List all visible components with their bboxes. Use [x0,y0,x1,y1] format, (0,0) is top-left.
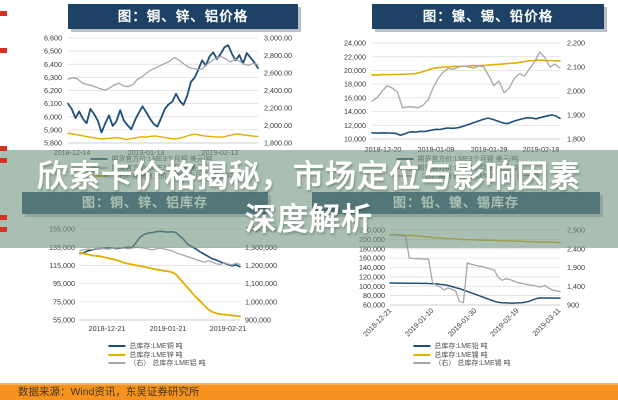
svg-text:160,000: 160,000 [359,254,385,263]
svg-text:2,400.00: 2,400.00 [264,86,292,95]
svg-text:2019-01-29: 2019-01-29 [471,145,508,154]
svg-text:5,900: 5,900 [44,125,62,134]
svg-text:1,900: 1,900 [567,111,585,120]
red-bullet-mark [0,227,7,232]
svg-text:140,000: 140,000 [359,263,385,272]
svg-text:6,200: 6,200 [44,86,62,95]
svg-text:10,000: 10,000 [344,135,366,144]
svg-text:6,100: 6,100 [44,99,62,108]
svg-text:180,000: 180,000 [359,244,385,253]
svg-text:3,000.00: 3,000.00 [264,34,292,43]
legend-row: （右） 总库存:LME铝 吨 [108,359,206,368]
svg-text:20,000: 20,000 [344,66,366,75]
svg-text:5,800: 5,800 [44,139,62,148]
legend-br: 总库存:LME铅 吨总库存:LME镍 吨（右） 总库存:LME锡 吨 [413,342,511,368]
red-bullet-mark [0,215,7,220]
svg-text:2019-02-18: 2019-02-18 [523,145,560,154]
red-bullet-mark [0,48,7,53]
svg-text:1,200,000: 1,200,000 [245,261,277,270]
svg-text:115,000: 115,000 [50,261,75,270]
svg-text:2,100: 2,100 [567,63,585,72]
svg-text:12,000: 12,000 [344,121,366,130]
svg-text:2018-12-21: 2018-12-21 [361,306,393,338]
svg-text:2019-01-30: 2019-01-30 [446,306,478,338]
svg-text:2018-12-21: 2018-12-21 [89,324,126,333]
legend-line-swatch [108,362,126,365]
legend-line-swatch [108,345,126,348]
svg-text:6,300: 6,300 [44,73,62,82]
legend-row: 总库存:LME锌 吨 [108,351,205,360]
headline-line-1: 欣索卡价格揭秘，市场定位与影响因素 [37,159,581,194]
svg-text:2,200: 2,200 [567,39,585,48]
svg-text:6,400: 6,400 [44,60,62,69]
legend-row: 总库存:LME铅 吨 [413,342,510,351]
headline-overlay: 欣索卡价格揭秘，市场定位与影响因素 深度解析 [0,150,618,248]
svg-text:1,400: 1,400 [567,282,585,291]
legend-line-swatch [413,362,431,365]
headline-line-2: 深度解析 [245,202,373,237]
svg-text:2019-02-21: 2019-02-21 [210,324,247,333]
legend-row: 总库存:LME铜 吨 [108,342,205,351]
legend-bl: 总库存:LME铜 吨总库存:LME锌 吨（右） 总库存:LME铝 吨 [108,342,206,368]
svg-text:1,800.00: 1,800.00 [264,139,292,148]
legend-label: （右） 总库存:LME锡 吨 [434,360,511,368]
svg-text:2,400: 2,400 [567,244,585,253]
data-source-bar: 数据来源：Wind资讯，东吴证券研究所 [0,383,618,400]
svg-text:95,000: 95,000 [53,279,75,288]
svg-text:2,000.00: 2,000.00 [264,121,292,130]
svg-text:18,000: 18,000 [344,80,366,89]
title-bar-price-cu-zn-al: 图：铜、锌、铝价格 [68,4,298,29]
legend-label: 总库存:LME铜 吨 [129,343,183,351]
svg-text:2019-01-09: 2019-01-09 [418,145,455,154]
svg-text:22,000: 22,000 [344,52,366,61]
svg-text:900: 900 [567,301,579,310]
svg-text:75,000: 75,000 [53,297,75,306]
legend-label: 总库存:LME锌 吨 [129,351,183,359]
legend-label: 总库存:LME镍 吨 [434,351,488,359]
svg-text:2019-01-21: 2019-01-21 [150,324,187,333]
svg-text:900,000: 900,000 [245,316,271,325]
svg-text:55,000: 55,000 [53,316,75,325]
legend-line-swatch [108,353,126,356]
svg-text:1,900: 1,900 [567,263,585,272]
svg-text:2,800.00: 2,800.00 [264,51,292,60]
red-bullet-mark [0,146,7,151]
svg-text:2,600.00: 2,600.00 [264,69,292,78]
title-bar-price-ni-sn-pb: 图：镍、锡、铅价格 [372,4,604,29]
legend-row: 总库存:LME镍 吨 [413,351,510,360]
svg-text:1,000,000: 1,000,000 [245,297,277,306]
legend-line-swatch [413,345,431,348]
red-bullet-mark [0,158,7,163]
svg-text:6,600: 6,600 [44,34,62,43]
svg-text:2019-02-19: 2019-02-19 [488,306,520,338]
svg-text:16,000: 16,000 [344,93,366,102]
svg-text:6,000: 6,000 [44,112,62,121]
svg-text:100,000: 100,000 [359,282,385,291]
legend-label: 总库存:LME铅 吨 [434,343,488,351]
legend-row: （右） 总库存:LME锡 吨 [413,359,511,368]
svg-text:14,000: 14,000 [344,107,366,116]
svg-text:1,800: 1,800 [567,135,585,144]
svg-text:1,100,000: 1,100,000 [245,279,277,288]
svg-text:2019-03-11: 2019-03-11 [530,306,562,338]
svg-text:60,000: 60,000 [363,301,385,310]
svg-text:2,000: 2,000 [567,87,585,96]
svg-text:2019-01-10: 2019-01-10 [403,306,435,338]
data-source-text: 数据来源：Wind资讯，东吴证券研究所 [18,386,200,398]
svg-text:2018-12-20: 2018-12-20 [365,145,402,154]
svg-text:120,000: 120,000 [359,272,385,281]
svg-text:6,500: 6,500 [44,47,62,56]
svg-text:2,200.00: 2,200.00 [264,104,292,113]
svg-text:80,000: 80,000 [363,291,385,300]
legend-line-swatch [413,353,431,356]
legend-label: （右） 总库存:LME铝 吨 [129,360,206,368]
red-bullet-mark [0,11,7,16]
svg-text:24,000: 24,000 [344,39,366,48]
